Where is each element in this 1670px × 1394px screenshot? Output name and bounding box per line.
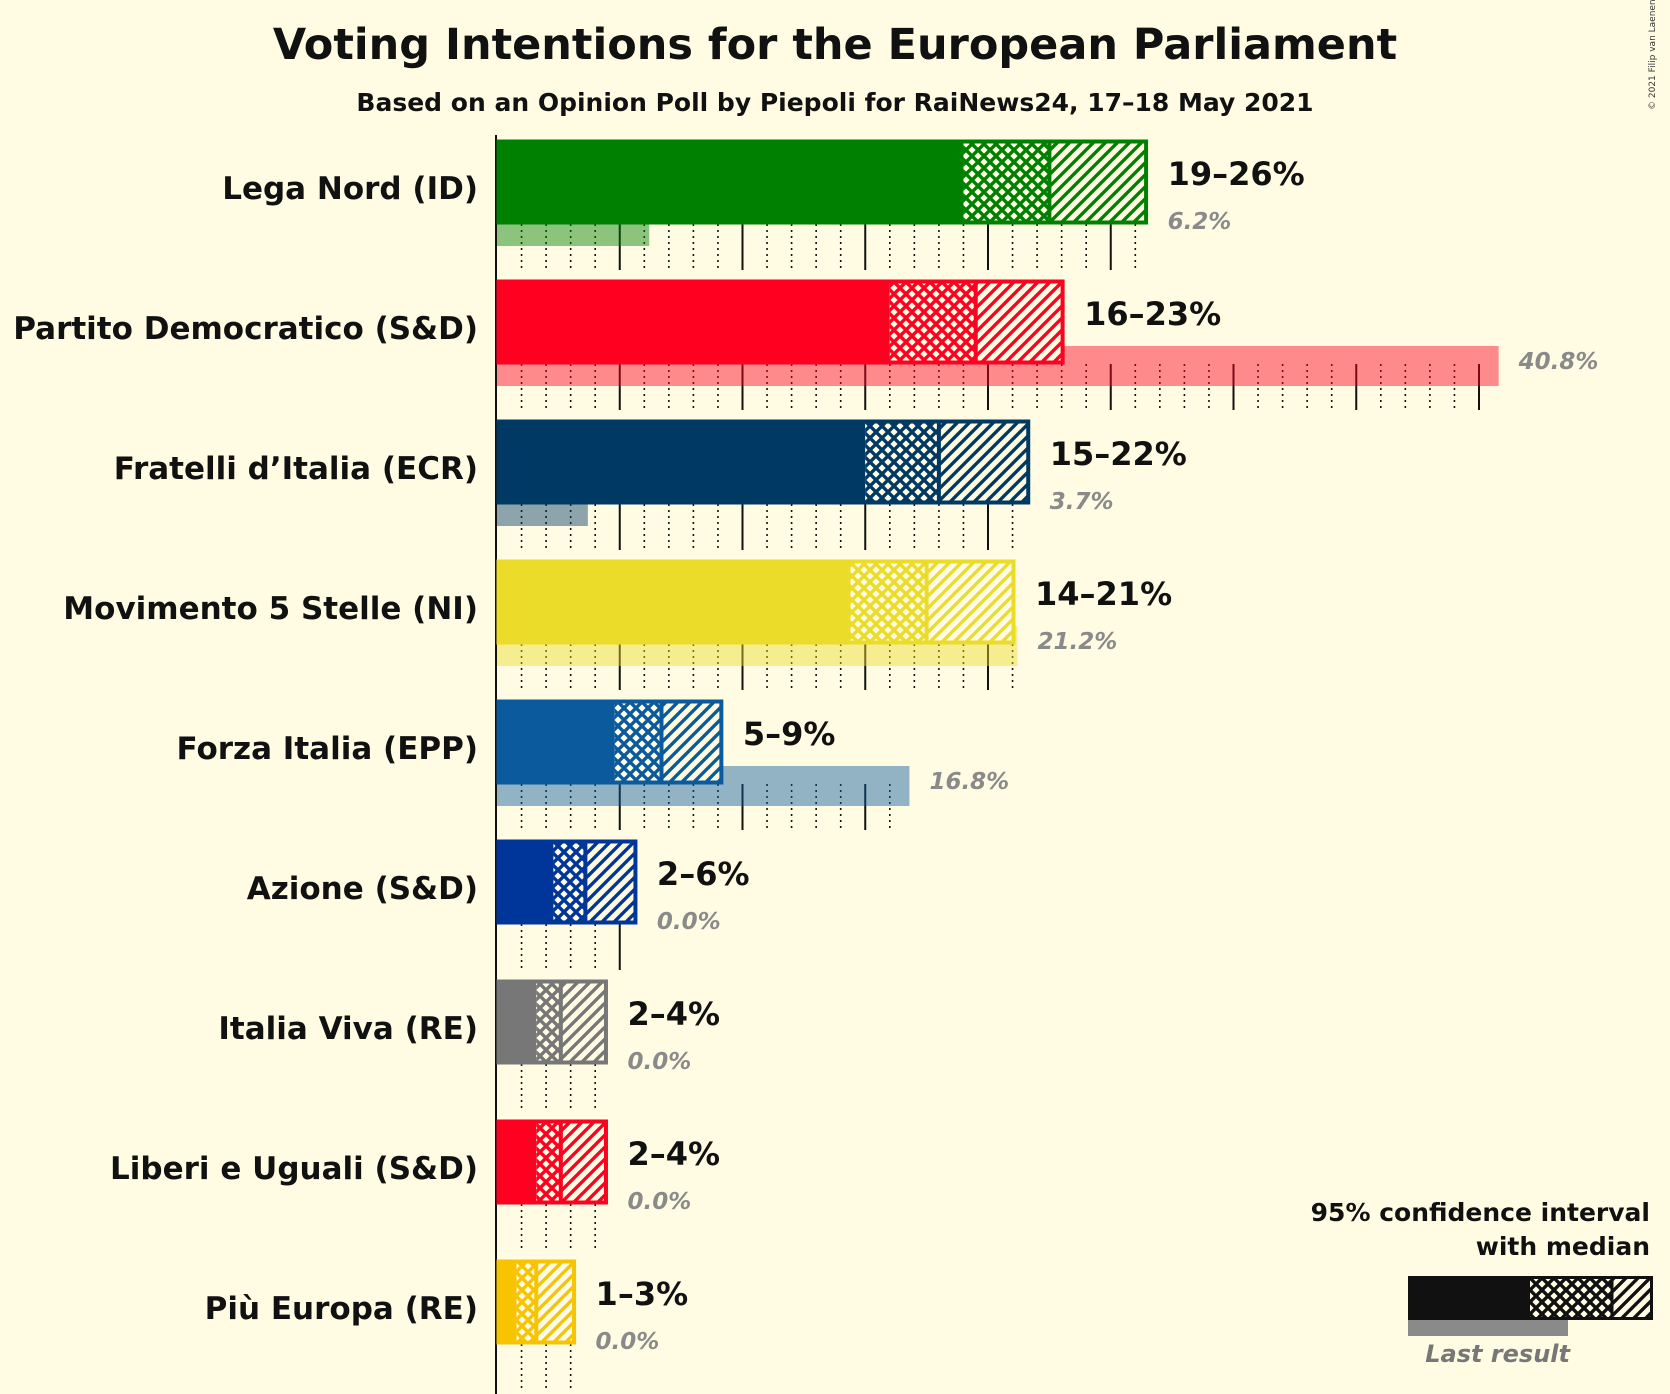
party-label: Azione (S&D)	[247, 871, 478, 907]
bar-ci-lower	[553, 840, 586, 924]
bar-ci-upper	[560, 1120, 608, 1204]
bar-ci-upper	[1049, 140, 1148, 224]
bar-ci-lower	[865, 420, 939, 504]
last-result-label: 0.0%	[596, 1329, 660, 1355]
range-label: 2–6%	[657, 855, 750, 893]
legend-outline	[1408, 1276, 1653, 1320]
party-label: Lega Nord (ID)	[222, 171, 478, 207]
bar-solid	[497, 1120, 537, 1204]
bar-ci-lower	[536, 980, 561, 1064]
bar-ci-upper	[585, 840, 637, 924]
bar-ci-upper	[661, 700, 723, 784]
bar-outline	[496, 839, 638, 925]
last-result-label: 0.0%	[657, 909, 721, 935]
bar-outline	[496, 419, 1031, 505]
legend-cross-swatch	[1530, 1276, 1612, 1320]
bar-ci-upper	[926, 560, 1016, 644]
legend-title: 95% confidence interval with median	[1250, 1196, 1650, 1264]
bar-ci-lower	[850, 560, 927, 644]
chart-subtitle: Based on an Opinion Poll by Piepoli for …	[356, 88, 1314, 117]
bar-solid	[497, 1260, 517, 1344]
bar-ci-upper	[536, 1260, 576, 1344]
bar-outline	[496, 139, 1149, 225]
bar-solid	[497, 280, 890, 364]
bar-outline	[496, 979, 608, 1065]
last-result-label: 40.8%	[1518, 349, 1599, 375]
legend-last-result-label: Last result	[1425, 1340, 1570, 1368]
bar-outline	[496, 699, 724, 785]
party-label: Movimento 5 Stelle (NI)	[63, 591, 478, 627]
bar-ci-lower	[889, 280, 976, 364]
bar-solid	[497, 560, 851, 644]
bar-ci-upper	[938, 420, 1030, 504]
bar-ci-lower	[516, 1260, 537, 1344]
bar-ci-upper	[560, 980, 608, 1064]
legend-hatch-swatch	[1612, 1276, 1653, 1320]
party-label: Liberi e Uguali (S&D)	[110, 1151, 478, 1187]
legend-solid-swatch	[1408, 1276, 1530, 1320]
last-result-label: 6.2%	[1168, 209, 1232, 235]
bar-solid	[497, 980, 537, 1064]
last-result-label: 21.2%	[1037, 629, 1117, 655]
bar-solid	[497, 840, 554, 924]
range-label: 2–4%	[627, 995, 720, 1033]
legend-title-line1: 95% confidence interval	[1310, 1198, 1650, 1227]
legend-title-line2: with median	[1475, 1232, 1650, 1261]
bar-ci-upper	[975, 280, 1065, 364]
range-label: 19–26%	[1168, 155, 1305, 193]
bar-ci-lower	[536, 1120, 561, 1204]
bar-outline	[496, 279, 1065, 365]
range-label: 16–23%	[1084, 295, 1221, 333]
range-label: 15–22%	[1050, 435, 1187, 473]
range-label: 1–3%	[596, 1275, 689, 1313]
bar-solid	[497, 140, 964, 224]
party-label: Italia Viva (RE)	[218, 1011, 478, 1047]
last-result-label: 3.7%	[1050, 489, 1114, 515]
range-label: 2–4%	[627, 1135, 720, 1173]
last-result-label: 16.8%	[929, 769, 1009, 795]
bar-solid	[497, 700, 615, 784]
bar-outline	[496, 559, 1016, 645]
last-result-label: 0.0%	[627, 1189, 691, 1215]
party-label: Partito Democratico (S&D)	[13, 311, 478, 347]
chart-title: Voting Intentions for the European Parli…	[272, 20, 1398, 70]
last-result-label: 0.0%	[627, 1049, 691, 1075]
bar-outline	[496, 1119, 608, 1205]
range-label: 14–21%	[1035, 575, 1172, 613]
party-label: Forza Italia (EPP)	[177, 731, 478, 767]
bar-ci-lower	[614, 700, 662, 784]
bar-solid	[497, 420, 866, 504]
party-label: Fratelli d’Italia (ECR)	[114, 451, 478, 487]
range-label: 5–9%	[743, 715, 836, 753]
bar-ci-lower	[963, 140, 1050, 224]
party-label: Più Europa (RE)	[205, 1291, 478, 1327]
